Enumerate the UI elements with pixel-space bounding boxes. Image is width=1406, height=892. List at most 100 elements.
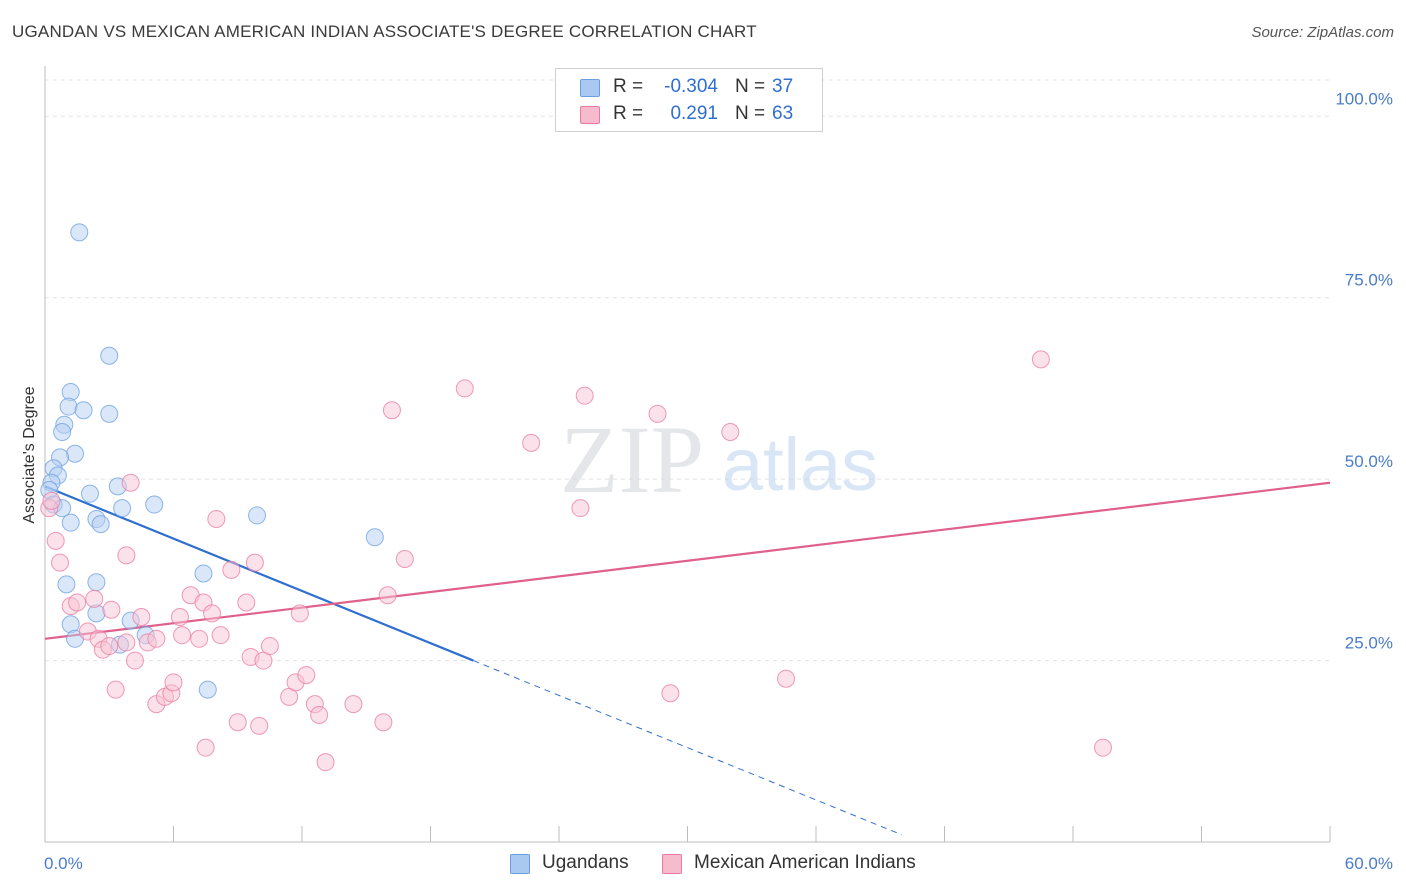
- data-point: [147, 629, 166, 648]
- data-point: [74, 401, 93, 420]
- data-point: [575, 386, 594, 405]
- data-point: [132, 608, 151, 627]
- x-tick-label: 0.0%: [44, 854, 83, 873]
- legend-label-mexican-american-indians: Mexican American Indians: [694, 852, 916, 873]
- data-point: [164, 673, 183, 692]
- data-point: [316, 753, 335, 772]
- data-point: [455, 379, 474, 398]
- data-point: [382, 401, 401, 420]
- data-point: [250, 716, 269, 735]
- data-point: [173, 626, 192, 645]
- data-point: [100, 404, 119, 423]
- trend-line-mexican-american-indians: [44, 481, 1331, 640]
- data-point: [777, 669, 796, 688]
- data-point: [46, 531, 65, 550]
- data-point: [59, 397, 78, 416]
- y-tick-label: 50.0%: [1345, 452, 1393, 471]
- data-point: [310, 706, 329, 724]
- y-tick-label: 25.0%: [1345, 634, 1393, 653]
- data-point: [87, 573, 106, 592]
- data-point: [344, 695, 363, 714]
- data-point: [374, 713, 393, 732]
- watermark-atlas: atlas: [722, 423, 878, 506]
- trend-lines: [44, 481, 1331, 836]
- data-point: [661, 684, 680, 703]
- y-axis-label: Associate's Degree: [21, 386, 38, 523]
- data-point: [248, 506, 267, 525]
- data-point: [211, 626, 230, 645]
- data-point: [1093, 738, 1112, 757]
- data-point: [85, 589, 104, 608]
- data-point: [117, 633, 136, 652]
- data-point: [290, 604, 309, 623]
- axes: [44, 66, 1331, 843]
- data-point: [50, 553, 69, 572]
- legend-swatch-mexican-american-indians: [580, 106, 600, 124]
- y-tick-label: 75.0%: [1345, 271, 1393, 290]
- legend-swatch-ugandans: [580, 79, 600, 97]
- watermark: ZIP atlas: [560, 406, 878, 513]
- data-point: [237, 593, 256, 612]
- data-point: [1031, 350, 1050, 369]
- legend-n-label: N =: [735, 103, 766, 124]
- data-point: [297, 666, 316, 685]
- data-point: [245, 553, 264, 572]
- x-tick-label: 60.0%: [1345, 854, 1393, 873]
- data-point: [106, 680, 125, 699]
- y-tick-label: 100.0%: [1335, 89, 1393, 108]
- correlation-legend: R = -0.304 N = 37 R = 0.291 N = 63: [555, 68, 823, 132]
- data-point: [65, 444, 84, 463]
- data-point: [365, 528, 384, 547]
- data-point: [113, 499, 132, 518]
- legend-r-value: -0.304: [664, 76, 718, 97]
- data-point: [80, 484, 99, 503]
- legend-label-ugandans: Ugandans: [542, 852, 629, 873]
- data-point: [61, 513, 80, 532]
- data-point: [395, 549, 414, 568]
- legend-r-label: R =: [613, 76, 644, 97]
- data-point: [42, 491, 61, 510]
- data-point: [196, 738, 215, 757]
- trend-line-extension-ugandans: [473, 660, 902, 836]
- data-point: [190, 629, 209, 648]
- source-label: Source: ZipAtlas.com: [1251, 24, 1394, 41]
- data-point: [198, 680, 217, 699]
- data-point: [228, 713, 247, 732]
- data-point: [53, 422, 72, 441]
- data-point: [222, 560, 241, 579]
- data-point: [203, 604, 222, 623]
- legend-n-value: 37: [772, 76, 794, 97]
- data-point: [100, 346, 119, 365]
- legend-swatch-mexican-american-indians: [662, 854, 682, 874]
- chart-title: UGANDAN VS MEXICAN AMERICAN INDIAN ASSOC…: [12, 22, 757, 41]
- data-points: [40, 223, 1112, 772]
- legend-n-label: N =: [735, 76, 766, 97]
- data-point: [70, 223, 89, 242]
- data-point: [102, 600, 121, 619]
- legend-r-value: 0.291: [670, 103, 718, 124]
- data-point: [100, 637, 119, 656]
- trend-line-ugandans: [44, 485, 474, 662]
- data-point: [522, 433, 541, 452]
- data-point: [378, 586, 397, 605]
- watermark-zip: ZIP: [560, 406, 704, 513]
- legend-r-label: R =: [613, 103, 644, 124]
- data-point: [125, 651, 144, 670]
- tick-labels: 25.0% 50.0% 75.0% 100.0% 0.0% 60.0%: [44, 89, 1393, 873]
- data-point: [721, 422, 740, 441]
- data-point: [260, 637, 279, 656]
- data-point: [571, 499, 590, 518]
- data-point: [91, 515, 110, 534]
- data-point: [145, 495, 164, 514]
- data-point: [170, 608, 189, 627]
- data-point: [57, 575, 76, 594]
- data-point: [207, 510, 226, 529]
- data-point: [117, 546, 136, 565]
- series-mexican-american-indians: [40, 350, 1112, 772]
- legend-swatch-ugandans: [510, 854, 530, 874]
- data-point: [194, 564, 213, 583]
- data-point: [648, 404, 667, 423]
- legend-n-value: 63: [772, 103, 794, 124]
- data-point: [68, 593, 87, 612]
